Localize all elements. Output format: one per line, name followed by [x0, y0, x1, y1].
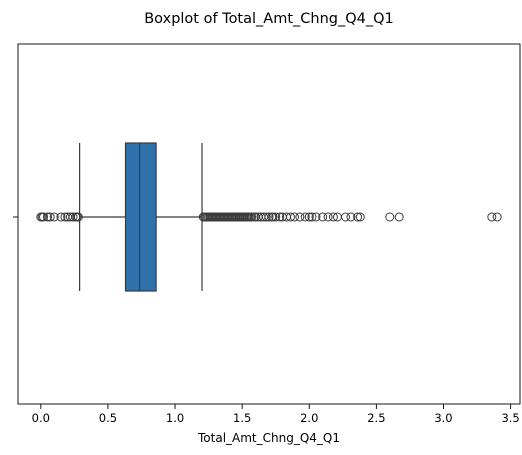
outlier-point: [73, 212, 83, 222]
outlier-point: [307, 212, 317, 222]
plot-area-frame: [17, 43, 521, 405]
outlier-point: [300, 212, 310, 222]
outlier-point: [323, 212, 333, 222]
outlier-point: [346, 212, 356, 222]
outlier-point: [318, 212, 328, 222]
x-tick-label: 1.5: [233, 411, 251, 425]
outlier-point: [311, 212, 321, 222]
outlier-point: [355, 212, 365, 222]
outlier-point: [285, 212, 295, 222]
outlier-point: [385, 212, 395, 222]
x-tick-label: 2.0: [300, 411, 318, 425]
outlier-point: [43, 212, 53, 222]
outlier-point: [492, 212, 502, 222]
outlier-point: [45, 212, 55, 222]
chart-marks: 0.0 0.5 1.0 1.5 2.0 2.5 3.0 3.5: [13, 142, 520, 425]
outlier-point: [247, 212, 257, 222]
outlier-point: [39, 212, 49, 222]
x-axis-label: Total_Amt_Chng_Q4_Q1: [197, 431, 340, 445]
outlier-point: [353, 212, 363, 222]
x-tick-label: 0.5: [99, 411, 117, 425]
outlier-point: [49, 212, 59, 222]
outlier-point: [487, 212, 497, 222]
x-tick-label: 1.0: [166, 411, 184, 425]
outlier-point: [268, 212, 278, 222]
outlier-point: [304, 212, 314, 222]
x-tick-label: 3.0: [434, 411, 452, 425]
outlier-point: [261, 212, 271, 222]
x-tick-label: 2.5: [367, 411, 385, 425]
outlier-point: [275, 212, 285, 222]
outlier-point: [56, 212, 66, 222]
outlier-point: [341, 212, 351, 222]
chart-title: Boxplot of Total_Amt_Chng_Q4_Q1: [144, 11, 394, 27]
outlier-point: [328, 212, 338, 222]
outlier-point: [295, 212, 305, 222]
outlier-point: [271, 212, 281, 222]
outlier-point: [264, 212, 274, 222]
outlier-point: [290, 212, 300, 222]
outlier-point: [394, 212, 404, 222]
x-tick-label: 3.5: [501, 411, 519, 425]
x-tick-label: 0.0: [32, 411, 50, 425]
iqr-box: [124, 142, 157, 292]
outlier-point: [68, 212, 78, 222]
